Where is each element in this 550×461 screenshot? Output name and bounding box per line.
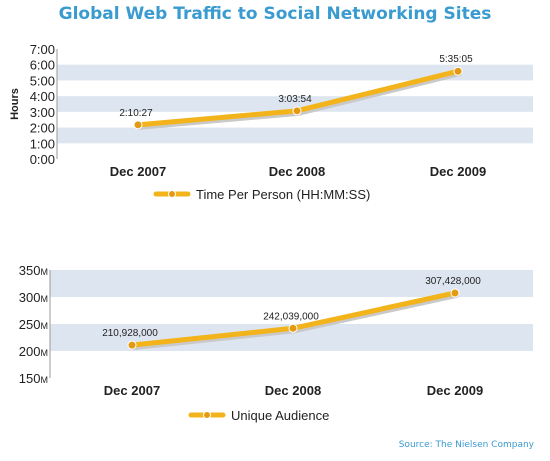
data-label: 5:35:05 <box>439 54 473 65</box>
data-point <box>133 120 143 130</box>
data-label: 3:03:54 <box>278 94 312 105</box>
unique-audience-chart: 150M 200M 250M 300M 350M Dec 2007 Dec 2008 Dec … <box>19 263 533 423</box>
y-axis-title: Hours <box>9 88 21 120</box>
y-tick-suffix: M <box>41 294 49 304</box>
y-tick-label: 150M <box>19 371 48 386</box>
source-note: Source: The Nielsen Company <box>398 440 534 450</box>
legend-swatch-point <box>203 411 211 419</box>
data-point <box>292 106 302 116</box>
data-label: 242,039,000 <box>263 311 319 322</box>
grid-band <box>57 96 533 112</box>
data-point <box>288 323 298 333</box>
data-point <box>450 288 460 298</box>
grid-band <box>57 127 533 144</box>
y-tick-label: 250M <box>19 317 48 332</box>
grid-band <box>57 64 533 81</box>
y-tick-label: 3:00 <box>30 105 55 120</box>
data-label: 210,928,000 <box>102 328 158 339</box>
legend-swatch-point <box>168 190 176 198</box>
data-point <box>127 340 137 350</box>
x-tick-label: Dec 2007 <box>110 164 166 179</box>
x-tick-label: Dec 2007 <box>104 383 160 398</box>
x-tick-label: Dec 2008 <box>269 164 325 179</box>
y-tick-label: 6:00 <box>30 58 55 73</box>
y-tick-label: 350M <box>19 263 48 278</box>
x-tick-label: Dec 2009 <box>430 164 486 179</box>
time-per-person-chart: 0:001:002:003:004:005:006:007:00 Hours Dec… <box>9 42 533 202</box>
y-tick-suffix: M <box>41 321 49 331</box>
y-tick-label: 7:00 <box>30 42 55 57</box>
data-label: 307,428,000 <box>425 276 481 287</box>
page-title: Global Web Traffic to Social Networking … <box>58 4 492 24</box>
y-tick-suffix: M <box>41 267 49 277</box>
y-tick-label: 300M <box>19 290 48 305</box>
legend-label: Time Per Person (HH:MM:SS) <box>196 187 370 202</box>
legend-label: Unique Audience <box>231 408 329 423</box>
y-tick-label: 5:00 <box>30 73 55 88</box>
data-point <box>453 66 463 76</box>
data-label: 2:10:27 <box>119 108 153 119</box>
y-tick-label: 4:00 <box>30 89 55 104</box>
y-tick-suffix: M <box>41 375 49 385</box>
y-tick-label: 0:00 <box>30 152 55 167</box>
y-tick-label: 2:00 <box>30 121 55 136</box>
x-tick-label: Dec 2008 <box>265 383 321 398</box>
x-tick-label: Dec 2009 <box>427 383 483 398</box>
y-tick-label: 1:00 <box>30 136 55 151</box>
y-tick-suffix: M <box>41 348 49 358</box>
y-tick-label: 200M <box>19 344 48 359</box>
